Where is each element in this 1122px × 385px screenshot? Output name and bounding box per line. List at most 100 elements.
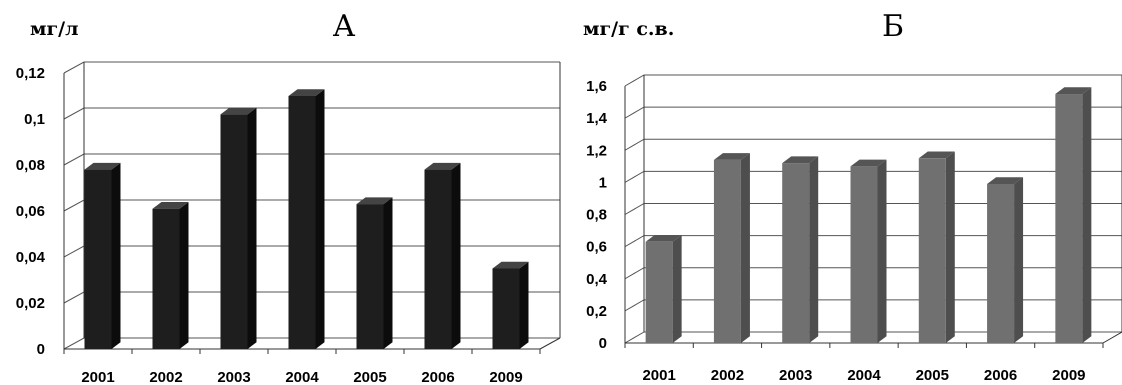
bar-top [84,162,121,170]
bar-front [987,183,1015,343]
chart-a-y-ticks: 0 0,02 0,04 0,06 0,08 0,1 0,12 [16,65,46,358]
y-tick-label: 0,02 [16,295,45,312]
x-tick-label: 2005 [353,369,386,385]
bar-top [424,162,461,170]
y-tick-label: 0,8 [586,207,607,224]
x-tick-label: 2003 [217,369,250,385]
chart-a: мг/л А 0 0,02 0,04 0,06 0,08 0,1 0,12 2001 2002… [16,9,561,385]
y-tick-label: 0 [37,341,45,358]
y-tick-label: 0,6 [586,239,607,256]
x-tick-label: 2006 [421,369,454,385]
bar-side [672,235,682,343]
gridline [624,106,1122,119]
bar-front [782,163,810,343]
bar-top [782,156,819,164]
bar-front [424,169,452,349]
x-tick-label: 2001 [642,367,675,384]
chart-a-unit-label: мг/л [30,18,78,40]
bar [918,151,955,343]
bar-top [1055,87,1092,95]
bar [152,201,189,349]
y-tick-label: 0,08 [16,157,45,174]
chart-b-x-ticks: 2001 2002 2003 2004 2005 2006 2009 [642,367,1085,384]
y-tick-label: 1 [599,174,607,191]
x-tick-label: 2006 [984,367,1017,384]
chart-b-bars [645,87,1092,343]
y-tick-label: 0,1 [24,111,45,128]
chart-a-title: А [333,9,356,44]
bar-side [740,153,750,343]
bar-front [1055,94,1083,343]
x-tick-label: 2009 [489,369,522,385]
bar-side [179,201,189,349]
bar-front [288,96,316,349]
gridline [624,74,1122,87]
bar [288,89,325,349]
gridline [63,61,560,74]
bar-front [220,114,248,350]
bar-top [850,159,887,167]
bar-front [356,204,384,349]
y-tick-label: 0 [599,335,607,352]
chart-b-unit-label: мг/г с.в. [583,18,674,40]
bar [713,153,750,343]
bar-side [809,156,819,343]
bar-front [713,159,741,343]
x-tick-label: 2005 [916,367,949,384]
bar-front [84,169,112,349]
x-tick-label: 2004 [285,369,319,385]
x-tick-label: 2004 [847,367,881,384]
bar [1055,87,1092,343]
x-tick-label: 2003 [779,367,812,384]
bar [782,156,819,343]
x-tick-label: 2002 [149,369,182,385]
bar [987,177,1024,343]
gridline [624,138,1122,151]
x-tick-label: 2009 [1052,367,1085,384]
bar-side [247,107,257,350]
bar-top [645,235,682,242]
bar [220,107,257,350]
y-tick-label: 1,6 [586,78,607,95]
y-tick-label: 1,2 [586,142,607,159]
y-tick-label: 0,4 [586,271,608,288]
bar-front [152,208,180,349]
bar [645,235,682,343]
floor-right-edge [1102,331,1122,344]
chart-a-x-ticks: 2001 2002 2003 2004 2005 2006 2009 [81,369,522,385]
bar [492,261,529,349]
bar-top [987,177,1024,184]
bar-side [877,159,887,343]
bar-top [152,201,189,209]
bar-front [645,241,673,343]
bar-side [519,261,529,349]
bar-front [918,158,946,343]
bar [424,162,461,349]
y-tick-label: 0,06 [16,203,45,220]
bar-top [356,197,393,205]
chart-b: мг/г с.в. Б 0 0,2 0,4 0,6 0,8 1 1,2 1,4 1,6 2001… [583,9,1122,384]
x-tick-label: 2001 [81,369,114,385]
bar-side [1014,177,1024,343]
y-tick-label: 0,2 [586,303,607,320]
bar-top [220,107,257,115]
bar-side [315,89,325,349]
bar-side [383,197,393,349]
bar [356,197,393,349]
bar-top [918,151,955,159]
floor-right-edge [539,337,561,350]
chart-a-bars [84,89,529,350]
y-tick-label: 0,12 [16,65,45,82]
chart-b-title: Б [882,9,904,44]
bar-side [111,162,121,349]
bar-side [945,151,955,343]
bar [84,162,121,349]
y-tick-label: 1,4 [586,110,608,127]
bar [850,159,887,343]
y-tick-label: 0,04 [16,249,46,266]
bar-side [1082,87,1092,343]
bar-side [451,162,461,349]
bar-top [288,89,325,96]
bar-top [713,153,750,160]
